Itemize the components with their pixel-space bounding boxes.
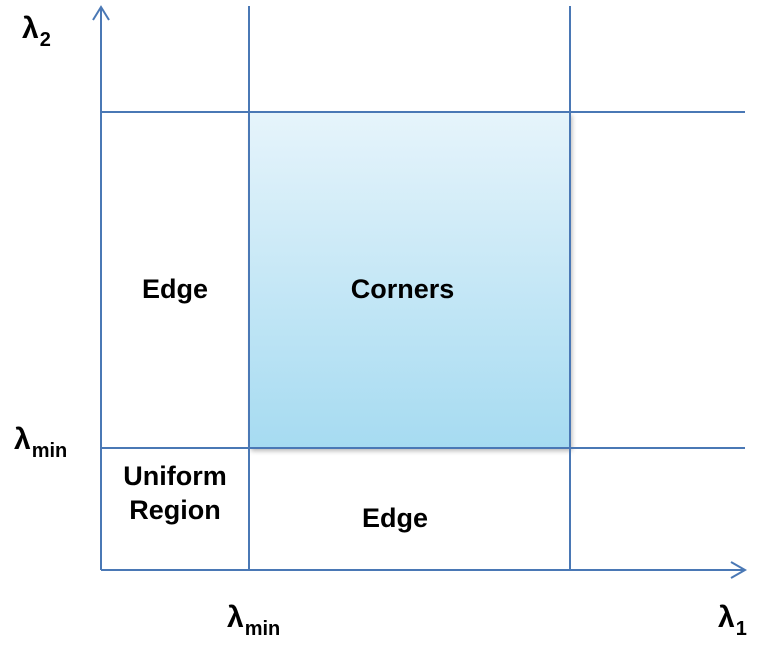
x-axis-arrowhead xyxy=(730,561,748,579)
y-threshold-subscript: min xyxy=(31,440,68,462)
y-threshold-label: λmin xyxy=(14,423,67,462)
edge-left-label: Edge xyxy=(141,274,208,304)
y-threshold-symbol: λ xyxy=(14,423,31,456)
x-threshold-subscript: min xyxy=(244,618,281,640)
uniform-region-line1: Uniform xyxy=(123,461,227,491)
y-axis-subscript: 2 xyxy=(39,29,51,51)
y-axis-arrowhead xyxy=(92,5,110,21)
x-axis-subscript: 1 xyxy=(735,618,747,640)
y-axis-symbol: λ xyxy=(22,12,39,45)
x-axis-symbol: λ xyxy=(718,601,735,634)
edge-bottom-label: Edge xyxy=(361,503,428,533)
corners-label: Corners xyxy=(350,274,455,304)
uniform-region-label: Uniform Region xyxy=(101,460,249,528)
y-axis-label: λ2 xyxy=(22,12,51,51)
x-threshold-label: λmin xyxy=(227,601,280,640)
uniform-region-line2: Region xyxy=(129,494,221,525)
x-axis-label: λ1 xyxy=(718,601,747,640)
corners-region xyxy=(249,112,570,448)
x-threshold-symbol: λ xyxy=(227,601,244,634)
